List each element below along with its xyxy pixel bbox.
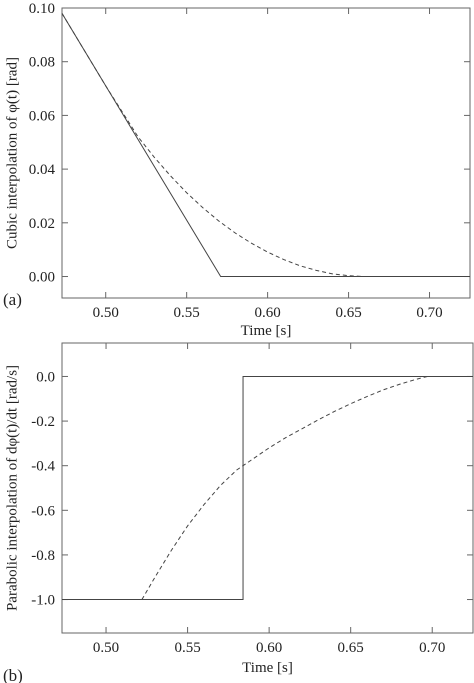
y-tick-label: 0.04 <box>29 162 56 178</box>
y-tick-label: 0.10 <box>29 1 55 17</box>
x-tick-label: 0.50 <box>93 640 119 656</box>
dashed-series-line <box>141 375 428 600</box>
solid-series-line <box>61 13 470 278</box>
y-axis-label: Parabolic interpolation of dφ(t)/dt [rad… <box>4 365 20 611</box>
y-tick-label: 0.02 <box>29 216 55 232</box>
y-tick-label: -1.0 <box>31 593 55 609</box>
panel-a: 0.50 0.55 0.60 0.65 0.70 0.00 0.02 0.04 0.06 0.08… <box>3 1 471 339</box>
x-tick-label: 0.70 <box>419 640 445 656</box>
y-tick-label: 0.08 <box>29 55 55 71</box>
x-tick-label: 0.60 <box>256 640 282 656</box>
x-tick-label: 0.55 <box>174 640 200 656</box>
x-tick-label: 0.70 <box>416 305 442 321</box>
y-tick-label: -0.2 <box>31 414 55 430</box>
plot-frame <box>61 7 471 299</box>
dashed-series-line <box>61 13 381 278</box>
y-tick-label: 0.0 <box>36 369 55 385</box>
panel-label: (b) <box>3 666 23 683</box>
x-tick-label: 0.65 <box>335 305 361 321</box>
x-tick-label: 0.50 <box>93 305 119 321</box>
panel-b: 0.50 0.55 0.60 0.65 0.70 -1.0 -0.8 -0.6 -0.4 -0.2… <box>3 342 474 683</box>
x-tick-label: 0.60 <box>254 305 280 321</box>
y-tick-label: -0.8 <box>31 548 55 564</box>
plot-frame <box>61 342 474 634</box>
x-tick-label: 0.65 <box>338 640 364 656</box>
y-tick-label: -0.4 <box>31 459 55 475</box>
x-tick-label: 0.55 <box>174 305 200 321</box>
x-axis-label: Time [s] <box>242 660 293 676</box>
x-axis-label: Time [s] <box>241 323 292 339</box>
y-tick-label: -0.6 <box>31 503 55 519</box>
solid-series-line <box>62 375 473 601</box>
panel-label: (a) <box>3 290 22 309</box>
y-tick-label: 0.00 <box>29 270 55 286</box>
y-tick-label: 0.06 <box>29 108 56 124</box>
y-axis-label: Cubic interpolation of φ(t) [rad] <box>4 57 20 249</box>
